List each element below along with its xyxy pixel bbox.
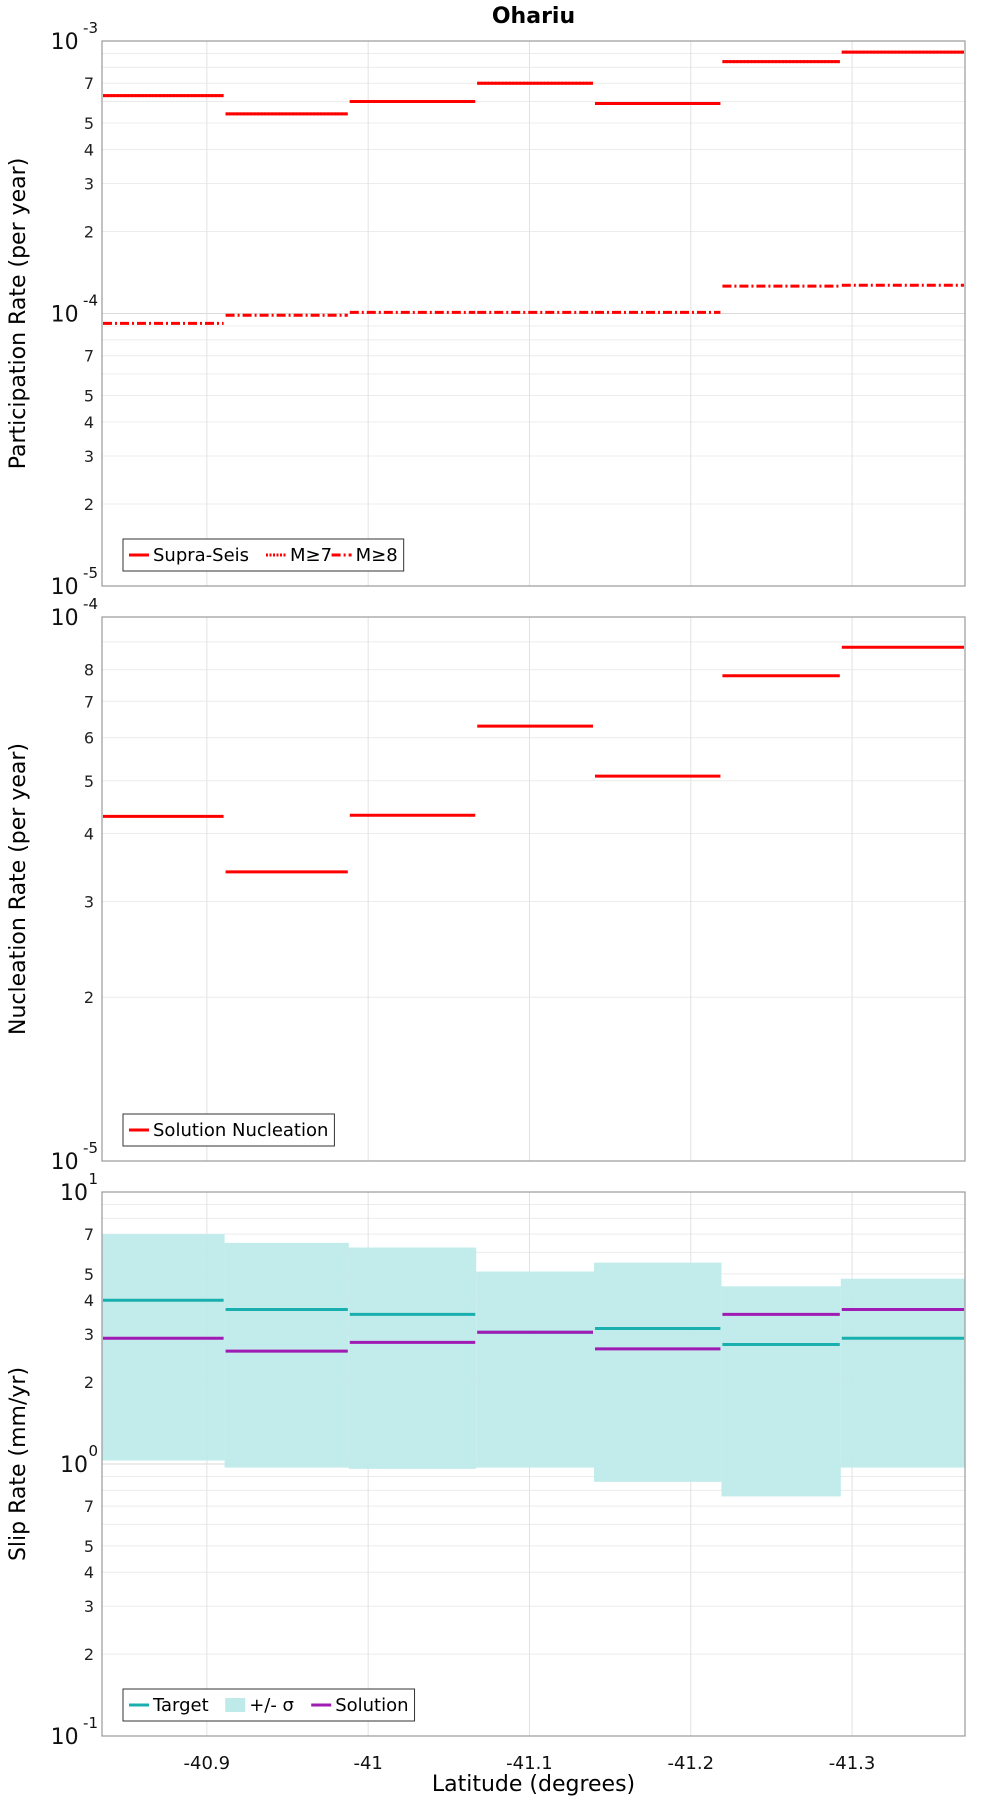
y-minor-tick-label: 3 [84,1325,94,1344]
y-minor-tick-label: 4 [84,140,94,159]
y-minor-tick-label: 4 [84,824,94,843]
y-major-tick-exponent: -5 [83,1139,98,1157]
sigma-band-segment [224,1242,349,1468]
y-major-tick-exponent: -5 [83,564,98,582]
x-tick-label: -41.1 [506,1753,553,1774]
y-major-tick-base: 10 [51,1725,79,1750]
y-minor-tick-label: 7 [84,692,94,711]
y-minor-tick-label: 4 [84,413,94,432]
legend-box [122,1113,335,1147]
y-major-tick-base: 10 [60,1453,88,1478]
y-major-tick-exponent: 0 [88,1442,98,1460]
legend-label: Solution Nucleation [153,1120,328,1141]
y-minor-tick-label: 2 [84,1373,94,1392]
y-minor-tick-label: 4 [84,1563,94,1582]
legend-swatch [225,1698,246,1712]
y-minor-tick-label: 5 [84,772,94,791]
plot-frame [101,40,966,587]
y-minor-tick-label: 3 [84,447,94,466]
legend-label: M≥7 [290,545,332,566]
legend: Solution Nucleation [122,1113,335,1147]
x-tick-label: -40.9 [184,1753,231,1774]
sigma-band-segment [721,1286,841,1497]
y-minor-tick-label: 3 [84,1597,94,1616]
legend: Supra-Seis M≥7 M≥8 [122,538,405,572]
y-major-tick-base: 10 [51,606,79,631]
legend-label: +/- σ [249,1695,294,1716]
y-minor-tick-label: 3 [84,174,94,193]
y-minor-tick-label: 5 [84,1265,94,1284]
y-minor-tick-label: 3 [84,892,94,911]
y-minor-tick-label: 7 [84,74,94,93]
plot-frame [101,1191,966,1737]
y-major-tick-base: 10 [60,1181,88,1206]
y-minor-tick-label: 2 [84,495,94,514]
y-minor-tick-label: 5 [84,387,94,406]
y-major-tick-exponent: -3 [83,19,98,37]
sigma-band-segment [102,1234,225,1461]
y-axis-label: Participation Rate (per year) [6,158,31,470]
y-major-tick-exponent: -4 [83,292,98,310]
y-minor-tick-label: 4 [84,1291,94,1310]
x-tick-label: -41.3 [829,1753,876,1774]
y-axis-label: Slip Rate (mm/yr) [6,1367,31,1561]
legend-box [122,538,405,572]
legend: Target +/- σ Solution [122,1688,416,1722]
y-major-tick-exponent: -4 [83,595,98,613]
legend-label: Target [152,1695,209,1716]
x-tick-label: -41.2 [667,1753,714,1774]
sigma-band-segment [840,1278,965,1468]
chart-title: Ohariu [492,4,575,29]
legend-label: Supra-Seis [153,545,249,566]
y-axis-label: Nucleation Rate (per year) [6,743,31,1035]
y-minor-tick-label: 5 [84,114,94,133]
y-major-tick-base: 10 [51,303,79,328]
y-minor-tick-label: 7 [84,1225,94,1244]
y-minor-tick-label: 6 [84,729,94,748]
y-minor-tick-label: 2 [84,988,94,1007]
y-major-tick-exponent: -1 [83,1714,98,1732]
sigma-band-segment [476,1271,594,1468]
y-minor-tick-label: 8 [84,661,94,680]
sigma-band-segment [348,1247,477,1469]
plot-frame [101,616,966,1162]
x-tick-label: -41 [353,1753,382,1774]
y-major-tick-base: 10 [51,1150,79,1175]
y-major-tick-base: 10 [51,30,79,55]
y-minor-tick-label: 5 [84,1537,94,1556]
legend-label: M≥8 [356,545,398,566]
y-major-tick-base: 10 [51,575,79,600]
y-minor-tick-label: 2 [84,222,94,241]
legend-label: Solution [335,1695,408,1716]
y-minor-tick-label: 7 [84,347,94,366]
sigma-band-segment [593,1262,722,1482]
y-major-tick-exponent: 1 [88,1170,98,1188]
legend-box [122,1688,416,1722]
y-minor-tick-label: 2 [84,1645,94,1664]
x-axis-label: Latitude (degrees) [432,1772,635,1797]
y-minor-tick-label: 7 [84,1497,94,1516]
